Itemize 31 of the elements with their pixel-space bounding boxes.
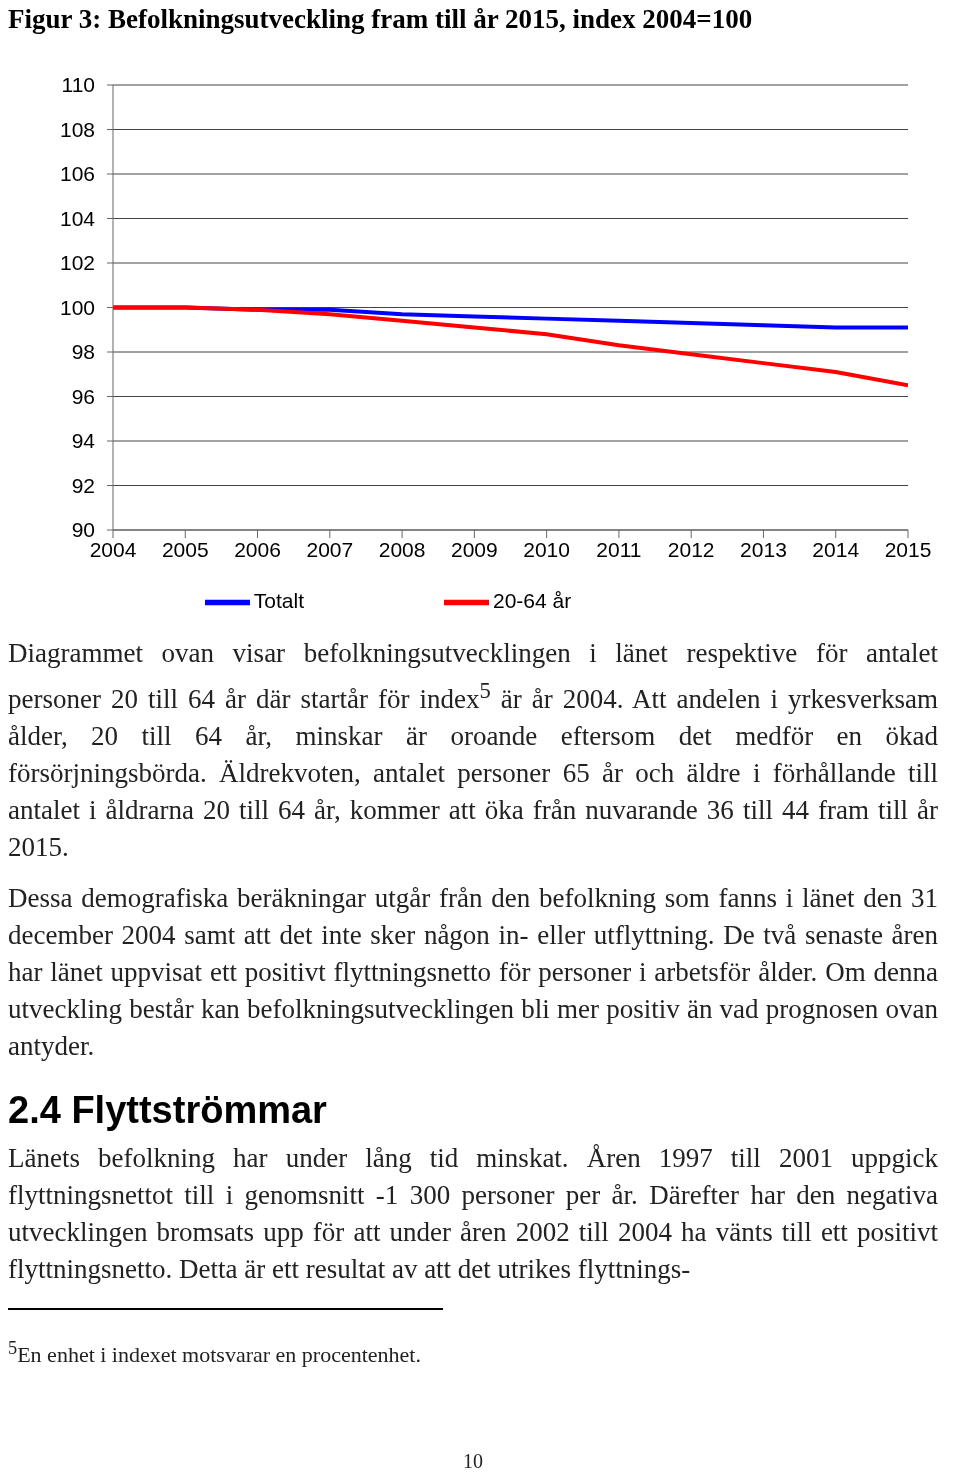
y-tick-label: 96: [71, 384, 95, 408]
x-tick-label: 2011: [596, 537, 642, 561]
text: Dessa demografiska beräkningar utgår från den befolkning som fanns i länet den 31 december 2004 samt att det inte sker någon in- eller utflyttning. De två senaste åren har länet uppvisat ett positivt flyttningsnetto för personer i arbetsför ålder. Om denna utveckling består kan befolkningsutvecklingen bli mer positiv än vad prognosen ovan antyder.: [8, 882, 938, 1063]
y-tick-label: 110: [61, 73, 95, 97]
y-tick-label: 100: [59, 295, 95, 319]
text: $^{5}$En enhet i indexet motsvarar en procentenhet.: [8, 1337, 422, 1370]
text: 10: [462, 1449, 484, 1475]
x-tick-label: 2005: [161, 537, 209, 561]
x-tick-label: 2008: [378, 537, 426, 561]
line-series: [113, 305, 908, 388]
y-tick-label: 98: [71, 340, 95, 364]
x-tick-label: 2010: [523, 537, 570, 561]
legend-label: 20-64 år: [492, 589, 572, 613]
x-tick-label: 2015: [884, 537, 932, 561]
x-tick-label: 2013: [740, 537, 787, 561]
x-tick-label: 2014: [812, 537, 860, 561]
y-tick-label: 102: [59, 251, 95, 275]
text: Diagrammet ovan visar befolkningsutvecklingen i länet respektive för antalet personer 20 till 64 år där startår för index$^{5}$ är år 2004. Att andelen i yrkesverksam ålder, 20 till 64 år, minskar är oroande eftersom det medför en ökad försörjningsbörda. Äldrekvoten, antalet personer 65 år och äldre i förhållande till antalet i åldrarna 20 till 64 år, kommer att öka från nuvarande 36 till 44 fram till år 2015.: [8, 637, 938, 864]
y-tick-label: 104: [59, 206, 96, 230]
text: Länets befolkning har under lång tid minskat. Åren 1997 till 2001 uppgick flyttningsnettot till i genomsnitt -1 300 personer per år. Därefter har den negativa utvecklingen bromsats upp för att under åren 2002 till 2004 ha vänts till ett positivt flyttningsnetto. Detta är ett resultat av att det utrikes flyttnings-: [8, 1142, 938, 1286]
y-tick-label: 92: [71, 473, 95, 497]
text: 2.4 Flyttströmmar: [8, 1089, 328, 1132]
x-tick-label: 2007: [306, 537, 354, 561]
x-tick-label: 2009: [451, 537, 498, 561]
y-tick-label: 106: [59, 162, 95, 186]
x-tick-label: 2006: [234, 537, 281, 561]
y-tick-label: 108: [59, 117, 95, 141]
legend-label: Totalt: [253, 589, 304, 613]
x-tick-label: 2012: [667, 537, 715, 561]
chart-title: Figur 3: Befolkningsutveckling fram till år 2015, index 2004=100: [8, 4, 754, 35]
y-tick-label: 94: [71, 429, 96, 453]
